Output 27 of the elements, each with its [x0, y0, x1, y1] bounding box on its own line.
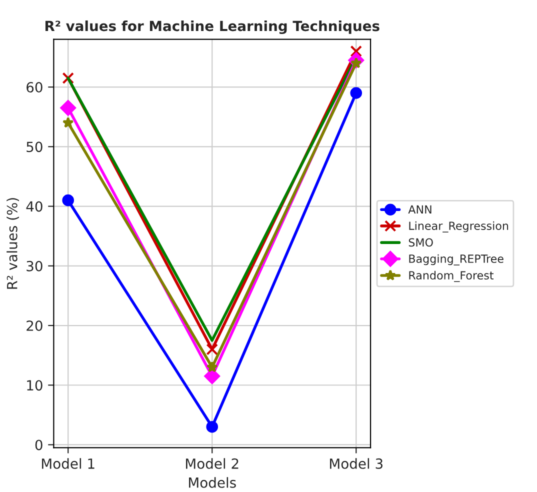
legend-label: Linear_Regression: [409, 221, 508, 232]
y-tick-label: 30: [26, 260, 42, 272]
chart-title: R² values for Machine Learning Techniques: [45, 20, 380, 34]
x-tick-label: Model 3: [330, 458, 382, 469]
legend-label: SMO: [408, 238, 433, 247]
x-axis-title: Models: [189, 477, 236, 488]
point: [350, 87, 362, 99]
y-tick-label: 0: [35, 440, 42, 450]
y-axis-title: R² values (%): [6, 198, 19, 289]
y-tick-label: 50: [26, 142, 42, 152]
point: [62, 72, 74, 84]
legend-label: Bagging_REPTree: [409, 254, 504, 266]
point: [206, 361, 218, 372]
point: [62, 194, 74, 206]
legend-label: ANN: [408, 205, 432, 214]
point: [206, 343, 218, 356]
x-tick-label: Model 2: [186, 458, 238, 469]
x-tick-label: Model 1: [42, 458, 94, 469]
point: [60, 100, 76, 116]
legend-label: Random_Forest: [409, 270, 494, 282]
point: [206, 420, 218, 433]
y-tick-label: 60: [26, 82, 42, 93]
y-tick-label: 10: [27, 380, 42, 391]
y-tick-label: 40: [26, 201, 42, 212]
point: [350, 45, 362, 58]
point: [62, 116, 74, 128]
y-tick-label: 20: [26, 320, 42, 331]
